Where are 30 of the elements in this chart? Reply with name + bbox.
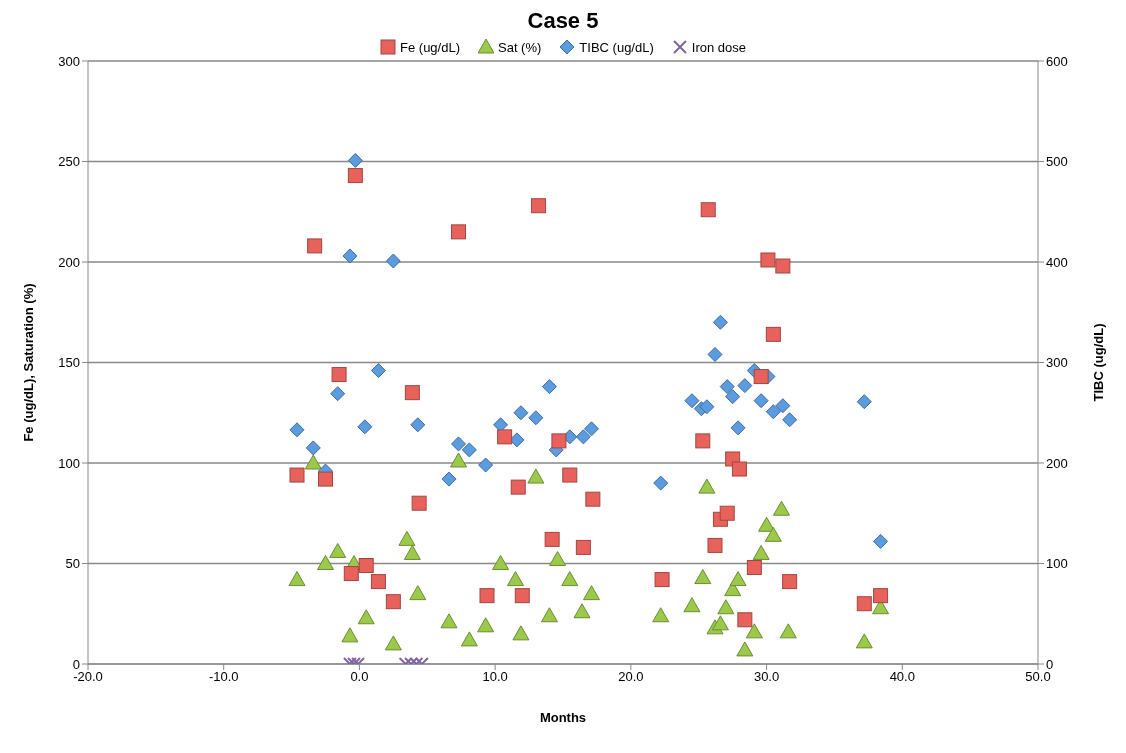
x-tick-label: -10.0: [208, 669, 239, 685]
x-axis-title: Months: [539, 710, 587, 725]
y2-tick-label: 0: [1046, 656, 1054, 672]
legend-label: Sat (%): [497, 39, 542, 55]
x-tick-label: -20.0: [73, 669, 103, 685]
x-tick-label: 0.0: [350, 669, 369, 685]
y-tick-label: 50: [65, 556, 80, 572]
x-tick-label: 20.0: [618, 669, 644, 685]
y-tick-label: 100: [58, 455, 80, 471]
y2-tick-label: 300: [1046, 355, 1068, 371]
y2-tick-label: 400: [1046, 254, 1068, 270]
y2-tick-label: 600: [1046, 53, 1068, 69]
y-tick-label: 150: [58, 355, 80, 371]
y-tick-label: 200: [58, 254, 80, 270]
legend-label: TIBC (ug/dL): [578, 39, 654, 55]
y2-tick-label: 200: [1046, 455, 1068, 471]
y-axis-title: Fe (ug/dL), Saturation (%): [20, 283, 36, 442]
chart-title: Case 5: [526, 8, 600, 34]
x-tick-label: 40.0: [889, 669, 915, 685]
legend-label: Iron dose: [690, 39, 746, 55]
y-tick-label: 250: [58, 154, 80, 170]
legend-label: Fe (ug/dL): [399, 39, 460, 55]
x-tick-label: 30.0: [753, 669, 780, 685]
y-tick-label: 300: [58, 53, 80, 69]
y2-tick-label: 100: [1046, 556, 1068, 572]
y2-axis-title: TIBC (ug/dL): [1090, 323, 1106, 402]
x-tick-label: 50.0: [1025, 669, 1051, 685]
x-tick-label: 10.0: [482, 669, 508, 685]
y-tick-label: 0: [72, 656, 80, 672]
y2-tick-label: 500: [1046, 154, 1068, 170]
